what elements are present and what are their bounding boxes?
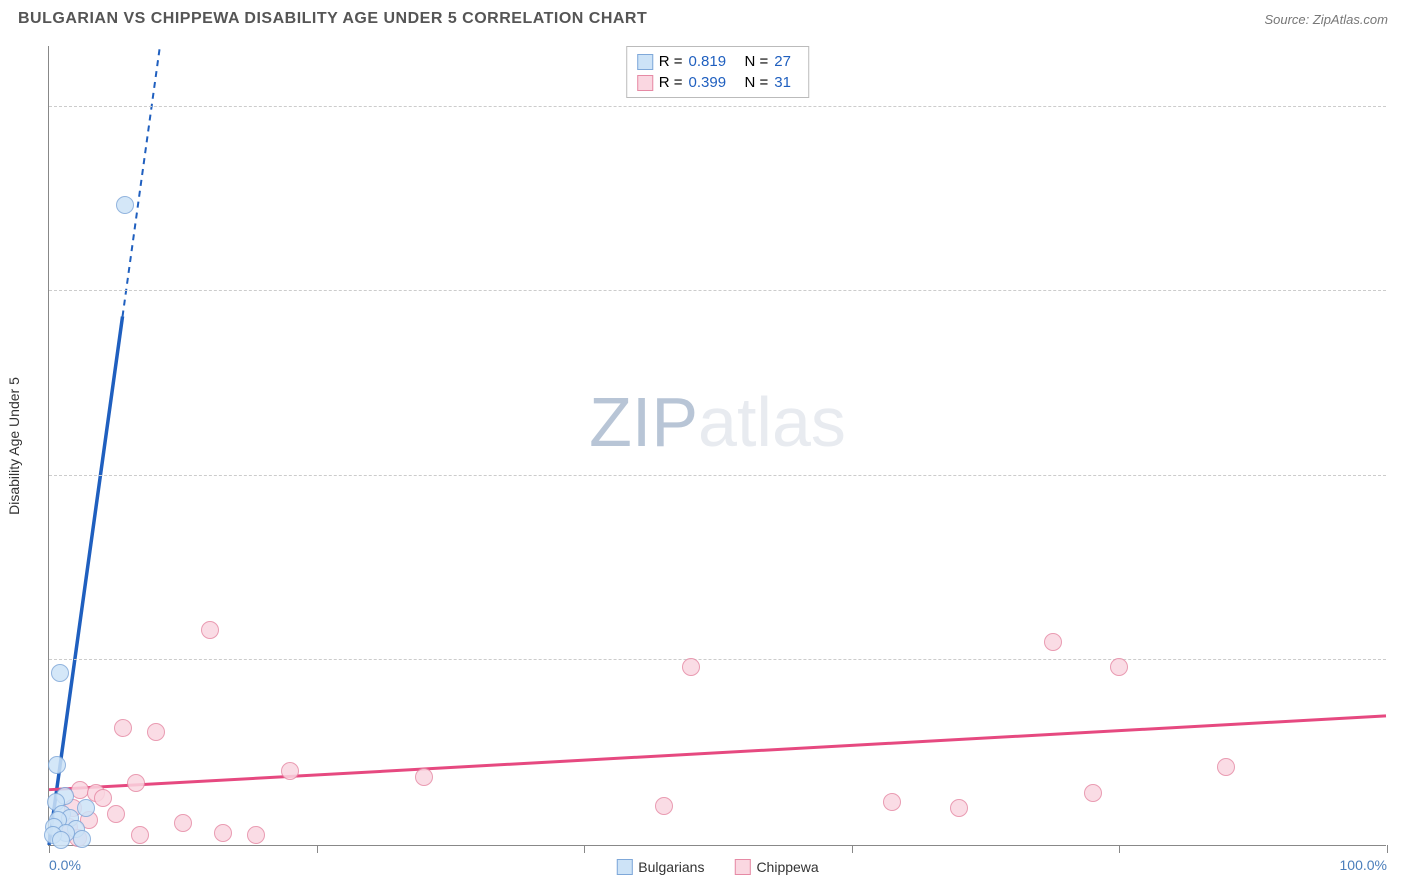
data-point-chippewa [1217,758,1235,776]
data-point-chippewa [247,826,265,844]
data-point-bulgarians [51,664,69,682]
data-point-chippewa [94,789,112,807]
watermark-atlas: atlas [698,383,846,461]
y-axis-label: Disability Age Under 5 [6,377,22,515]
legend-label-chippewa: Chippewa [756,859,818,875]
r-label: R = [659,53,683,70]
legend-label-bulgarians: Bulgarians [638,859,704,875]
legend-row-chippewa: R = 0.399 N = 31 [637,72,799,93]
source-name: ZipAtlas.com [1313,12,1388,27]
data-point-bulgarians [73,830,91,848]
swatch-bulgarians-icon [616,859,632,875]
data-point-chippewa [655,797,673,815]
x-tick-label: 0.0% [49,857,81,873]
r-value-chippewa: 0.399 [689,74,739,91]
trend-lines-svg [49,46,1386,845]
data-point-bulgarians [77,799,95,817]
data-point-chippewa [201,621,219,639]
y-tick-label: 30.0% [1391,452,1406,468]
gridline [49,290,1386,291]
swatch-chippewa-icon [734,859,750,875]
swatch-chippewa [637,75,653,91]
y-tick-label: 15.0% [1391,636,1406,652]
data-point-chippewa [281,762,299,780]
data-point-chippewa [883,793,901,811]
n-value-bulgarians: 27 [774,53,798,70]
watermark: ZIPatlas [589,382,846,462]
swatch-bulgarians [637,54,653,70]
watermark-zip: ZIP [589,383,698,461]
n-label: N = [745,74,769,91]
data-point-chippewa [415,768,433,786]
data-point-chippewa [131,826,149,844]
n-label: N = [745,53,769,70]
chart-title: BULGARIAN VS CHIPPEWA DISABILITY AGE UND… [18,10,647,28]
legend-item-bulgarians: Bulgarians [616,859,704,875]
gridline [49,106,1386,107]
header-bar: BULGARIAN VS CHIPPEWA DISABILITY AGE UND… [0,0,1406,34]
gridline [49,659,1386,660]
source-credit: Source: ZipAtlas.com [1264,12,1388,27]
x-tick [1387,845,1388,853]
r-label: R = [659,74,683,91]
gridline [49,475,1386,476]
legend-row-bulgarians: R = 0.819 N = 27 [637,51,799,72]
x-tick [1119,845,1120,853]
data-point-chippewa [1044,633,1062,651]
x-tick-label: 100.0% [1340,857,1387,873]
correlation-legend: R = 0.819 N = 27 R = 0.399 N = 31 [626,46,810,98]
data-point-chippewa [1110,658,1128,676]
legend-item-chippewa: Chippewa [734,859,818,875]
data-point-chippewa [107,805,125,823]
data-point-chippewa [1084,784,1102,802]
data-point-chippewa [174,814,192,832]
y-tick-label: 45.0% [1391,267,1406,283]
n-value-chippewa: 31 [774,74,798,91]
r-value-bulgarians: 0.819 [689,53,739,70]
data-point-chippewa [682,658,700,676]
data-point-bulgarians [116,196,134,214]
data-point-chippewa [127,774,145,792]
plot-area: ZIPatlas R = 0.819 N = 27 R = 0.399 N = … [48,46,1386,846]
y-tick-label: 60.0% [1391,83,1406,99]
x-tick [852,845,853,853]
data-point-chippewa [950,799,968,817]
series-legend: Bulgarians Chippewa [616,859,818,875]
data-point-chippewa [114,719,132,737]
x-tick [317,845,318,853]
data-point-chippewa [214,824,232,842]
x-tick [584,845,585,853]
source-prefix: Source: [1264,12,1312,27]
data-point-bulgarians [48,756,66,774]
x-tick [49,845,50,853]
data-point-chippewa [147,723,165,741]
data-point-bulgarians [52,831,70,849]
